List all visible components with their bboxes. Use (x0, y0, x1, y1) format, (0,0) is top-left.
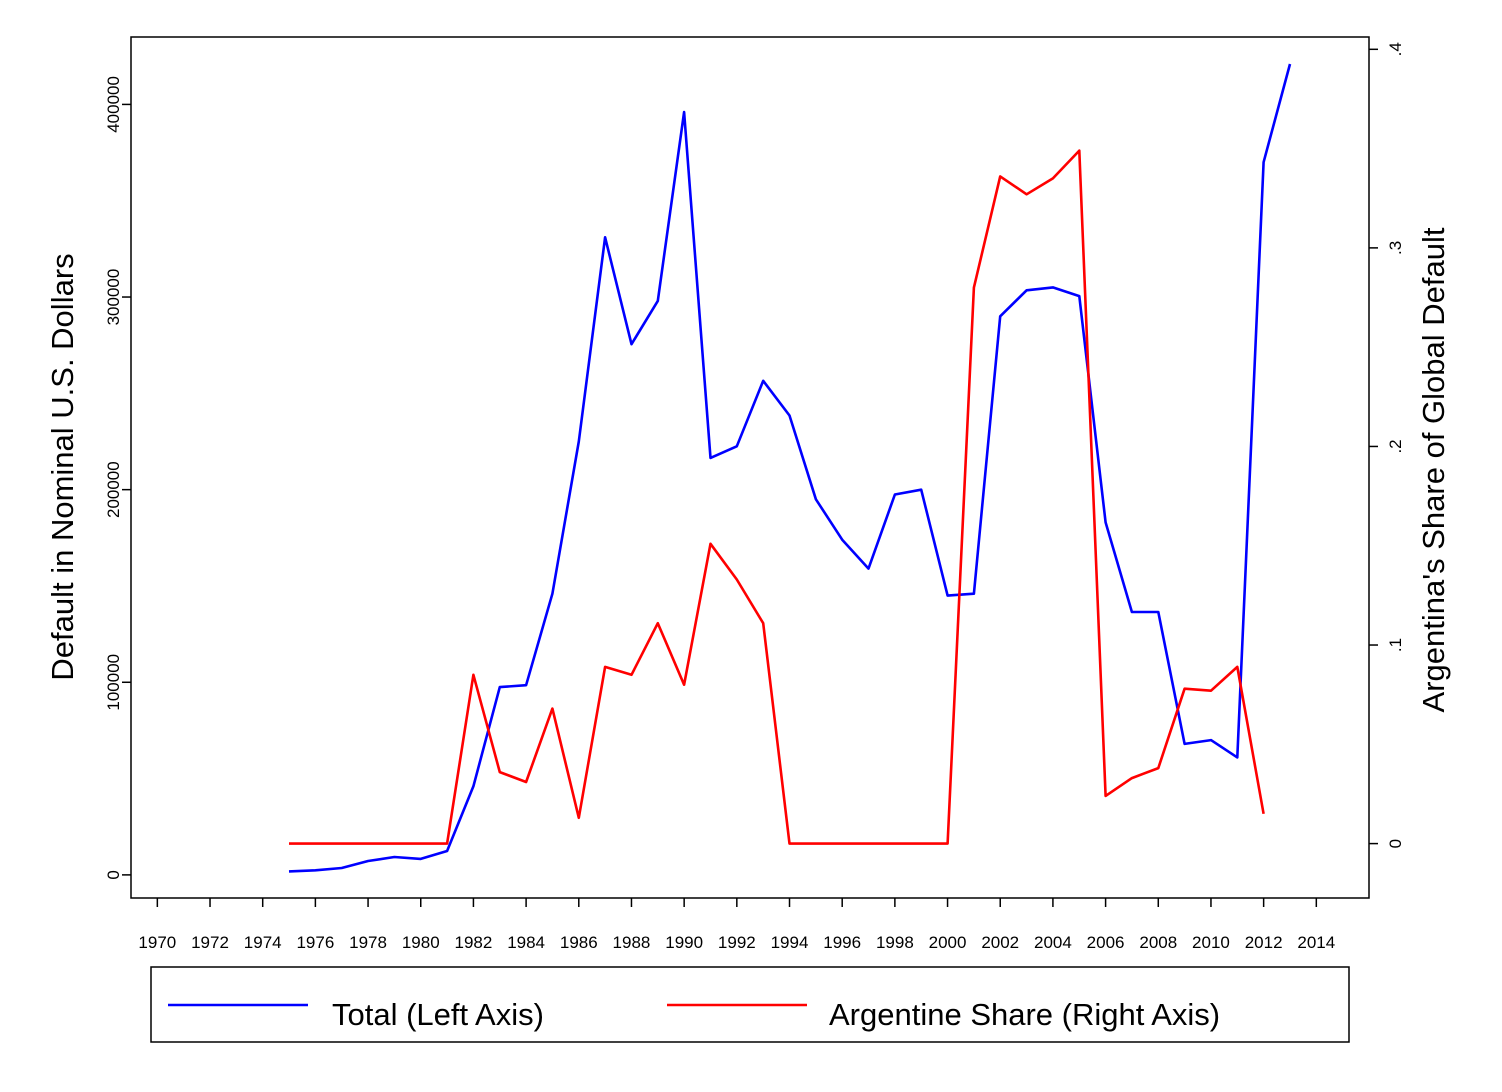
legend-label-total: Total (Left Axis) (332, 997, 544, 1032)
x-tick-label-1996: 1996 (823, 933, 861, 952)
x-tick-label-2002: 2002 (981, 933, 1019, 952)
y-right-tick-label-0-3: .3 (1386, 241, 1405, 255)
x-tick-label-2012: 2012 (1245, 933, 1283, 952)
x-axis: 1970 1972 1974 1976 1978 1980 1982 1984 1986 1988… (138, 898, 1335, 952)
series-layer (288, 63, 1292, 873)
y-right-tick-label-0-2: .2 (1386, 439, 1405, 453)
series-line-argentine-share (289, 149, 1265, 845)
x-tick-label-1980: 1980 (402, 933, 440, 952)
x-tick-label-2010: 2010 (1192, 933, 1230, 952)
x-tick-label-1986: 1986 (560, 933, 598, 952)
x-tick-label-1988: 1988 (613, 933, 651, 952)
x-tick-label-1998: 1998 (876, 933, 914, 952)
y-left-tick-label-100000: 100000 (104, 654, 123, 711)
y-left-tick-label-200000: 200000 (104, 461, 123, 518)
x-tick-label-2000: 2000 (929, 933, 967, 952)
y-right-tick-label-0-4: .4 (1386, 42, 1405, 56)
y-right-axis: 0 .1 .2 .3 .4 (1369, 42, 1405, 848)
x-tick-label-1972: 1972 (191, 933, 229, 952)
x-tick-label-1978: 1978 (349, 933, 387, 952)
y-right-tick-label-0-1: .1 (1386, 638, 1405, 652)
y-right-axis-title: Argentina's Share of Global Default (1416, 227, 1451, 712)
y-left-axis: 0 100000 200000 300000 400000 (104, 76, 131, 880)
x-tick-label-1984: 1984 (507, 933, 545, 952)
x-tick-label-1970: 1970 (138, 933, 176, 952)
x-tick-label-2008: 2008 (1139, 933, 1177, 952)
x-tick-label-1990: 1990 (665, 933, 703, 952)
x-tick-label-2004: 2004 (1034, 933, 1072, 952)
x-tick-label-2006: 2006 (1087, 933, 1125, 952)
y-left-axis-title: Default in Nominal U.S. Dollars (45, 253, 80, 680)
legend-label-argentine-share: Argentine Share (Right Axis) (829, 997, 1220, 1032)
y-left-tick-label-400000: 400000 (104, 76, 123, 133)
series-line-total (288, 63, 1292, 873)
y-left-tick-label-300000: 300000 (104, 269, 123, 326)
x-tick-label-2014: 2014 (1297, 933, 1335, 952)
legend: Total (Left Axis) Argentine Share (Right… (150, 966, 1350, 1043)
x-tick-label-1976: 1976 (296, 933, 334, 952)
x-tick-label-1992: 1992 (718, 933, 756, 952)
y-left-tick-label-0: 0 (104, 870, 123, 879)
x-tick-label-1974: 1974 (244, 933, 282, 952)
y-right-tick-label-0: 0 (1386, 839, 1405, 848)
x-tick-label-1994: 1994 (771, 933, 809, 952)
x-tick-label-1982: 1982 (455, 933, 493, 952)
plot-frame (130, 36, 1370, 899)
